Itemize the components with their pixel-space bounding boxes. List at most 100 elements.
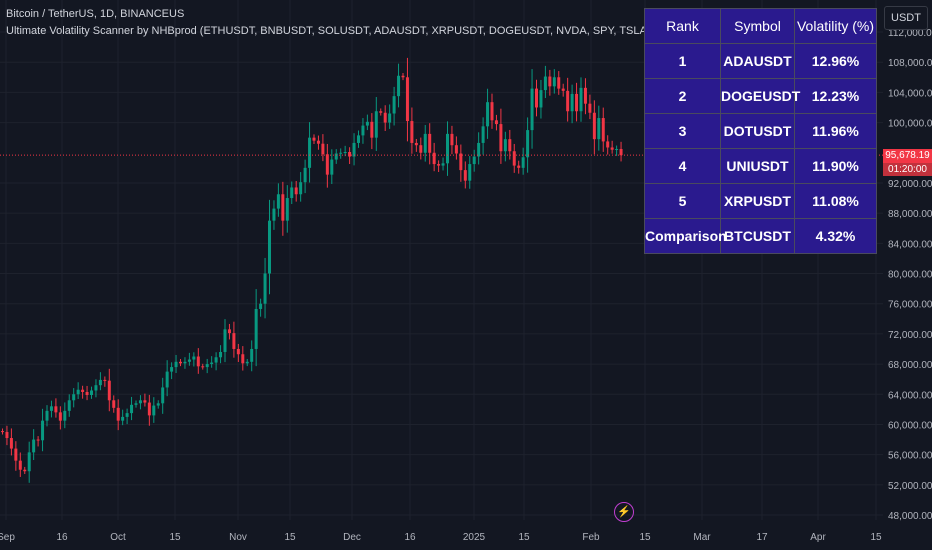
candle-body — [81, 389, 85, 392]
candle-body — [58, 412, 62, 421]
y-tick-label: 68,000.00 — [888, 360, 932, 371]
candle-body — [401, 75, 405, 78]
table-row: Comparison BTCUSDT 4.32% — [644, 218, 877, 254]
candle-body — [486, 102, 490, 127]
candle-body — [76, 389, 80, 395]
candle-body — [201, 366, 205, 368]
x-tick-label: Dec — [343, 532, 361, 543]
rank-cell: 1 — [644, 43, 721, 79]
candle-body — [446, 133, 449, 164]
rank-cell: 4 — [644, 148, 721, 184]
lightning-bolt-icon[interactable]: ⚡ — [614, 502, 634, 522]
candle-body — [214, 357, 218, 363]
volatility-header: Volatility (%) — [794, 8, 877, 44]
candle-body — [499, 124, 503, 152]
candle-body — [521, 157, 525, 168]
candle-body — [161, 387, 165, 404]
volatility-cell: 12.96% — [794, 43, 877, 79]
candle-body — [18, 460, 22, 470]
table-row: 1 ADAUSDT 12.96% — [644, 43, 877, 79]
price-axis[interactable]: 112,000.00 108,000.00 104,000.00 100,000.00… — [888, 28, 932, 522]
candle-body — [405, 77, 409, 122]
candle-body — [156, 403, 160, 406]
candle-body — [5, 431, 9, 439]
chart-grid — [0, 0, 883, 520]
symbol-cell: DOGEUSDT — [720, 78, 800, 114]
candle-body — [227, 329, 231, 334]
candle-body — [170, 367, 174, 372]
candle-body — [432, 152, 436, 165]
indicator-legend[interactable]: Ultimate Volatility Scanner by NHBprod (… — [6, 25, 651, 37]
y-tick-label: 64,000.00 — [888, 390, 932, 401]
candle-body — [152, 405, 156, 416]
candle-body — [85, 391, 89, 396]
candle-body — [352, 142, 356, 157]
candle-body — [263, 273, 267, 304]
candle-body — [268, 220, 271, 274]
candlestick-series — [1, 57, 623, 483]
candle-body — [316, 140, 320, 144]
y-tick-label: 108,000.00 — [888, 58, 932, 69]
candle-body — [138, 400, 142, 404]
candle-body — [9, 438, 13, 449]
candle-body — [174, 361, 178, 368]
candle-body — [14, 448, 18, 461]
candle-body — [183, 361, 187, 364]
candle-body — [570, 93, 574, 112]
candle-body — [116, 407, 120, 421]
symbol-cell: XRPUSDT — [720, 183, 795, 219]
y-tick-label: 100,000.00 — [888, 119, 932, 130]
rank-cell: 5 — [644, 183, 721, 219]
candle-body — [325, 154, 329, 175]
y-tick-label: 52,000.00 — [888, 481, 932, 492]
candle-body — [147, 402, 151, 416]
candle-body — [72, 394, 76, 401]
time-axis[interactable]: Sep 16 Oct 15 Nov 15 Dec 16 2025 15 Feb 15 Mar 17 Apr 1… — [0, 532, 882, 543]
candle-body — [379, 111, 383, 113]
x-tick-label: 2025 — [463, 532, 486, 543]
candle-body — [23, 469, 27, 472]
volatility-cell: 11.96% — [794, 113, 877, 149]
candle-body — [232, 333, 236, 349]
candle-body — [357, 135, 360, 143]
candle-body — [575, 93, 579, 112]
candle-body — [392, 96, 396, 114]
candle-body — [285, 198, 289, 221]
candle-body — [383, 112, 387, 123]
candle-body — [583, 87, 587, 104]
y-tick-label: 112,000.00 — [888, 28, 932, 39]
x-tick-label: Apr — [810, 532, 826, 543]
candle-body — [348, 151, 352, 157]
candle-body — [32, 439, 36, 453]
last-price-tag: 95,678.19 — [883, 149, 932, 163]
candle-body — [250, 348, 254, 362]
x-tick-label: 15 — [518, 532, 530, 543]
x-tick-label: Feb — [582, 532, 600, 543]
candle-body — [299, 182, 303, 195]
candle-body — [125, 413, 129, 417]
candle-body — [187, 359, 191, 362]
candle-body — [512, 151, 516, 166]
candle-body — [303, 167, 307, 183]
candle-body — [428, 133, 432, 153]
candle-body — [414, 142, 418, 146]
candle-body — [579, 87, 583, 112]
candle-body — [561, 88, 565, 91]
candle-body — [205, 364, 209, 368]
candle-body — [259, 303, 263, 309]
table-row: 5 XRPUSDT 11.08% — [644, 183, 877, 219]
candle-body — [196, 356, 200, 367]
candle-body — [143, 400, 147, 403]
candle-body — [1, 431, 4, 433]
candle-body — [557, 77, 561, 89]
candle-body — [610, 147, 614, 150]
candle-body — [535, 88, 538, 108]
currency-button[interactable]: USDT — [884, 6, 928, 30]
candle-body — [552, 77, 556, 87]
candle-body — [543, 76, 547, 91]
candle-body — [192, 356, 196, 360]
candle-body — [245, 361, 249, 364]
y-tick-label: 72,000.00 — [888, 330, 932, 341]
symbol-cell: BTCUSDT — [720, 218, 795, 254]
